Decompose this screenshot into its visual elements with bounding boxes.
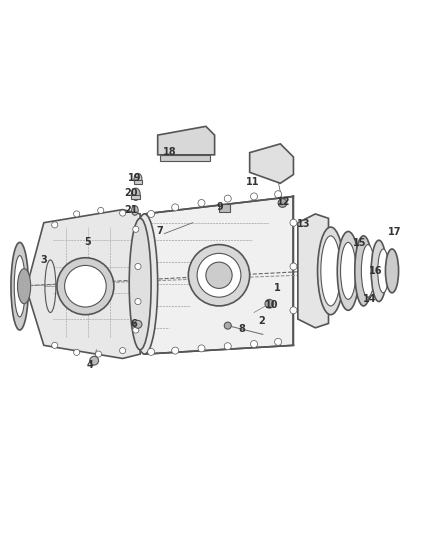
Ellipse shape — [361, 245, 374, 297]
Circle shape — [133, 327, 139, 333]
Bar — [131, 195, 140, 199]
Circle shape — [198, 345, 205, 352]
Circle shape — [290, 219, 297, 226]
PathPatch shape — [158, 126, 215, 155]
Ellipse shape — [57, 258, 114, 314]
Ellipse shape — [131, 214, 158, 354]
Text: 17: 17 — [388, 228, 401, 237]
Text: 13: 13 — [297, 219, 310, 229]
PathPatch shape — [145, 197, 293, 354]
Ellipse shape — [337, 231, 359, 310]
Circle shape — [224, 195, 231, 202]
PathPatch shape — [26, 209, 140, 359]
Circle shape — [133, 226, 139, 232]
Circle shape — [120, 210, 126, 216]
Ellipse shape — [134, 173, 142, 184]
Text: 3: 3 — [40, 255, 47, 265]
Ellipse shape — [131, 188, 140, 200]
Ellipse shape — [14, 255, 25, 317]
Ellipse shape — [321, 236, 341, 306]
Circle shape — [135, 298, 141, 304]
Text: 2: 2 — [258, 316, 265, 326]
Circle shape — [90, 356, 99, 365]
Circle shape — [74, 211, 80, 217]
Text: 9: 9 — [217, 203, 224, 212]
Text: 18: 18 — [163, 147, 177, 157]
PathPatch shape — [298, 214, 328, 328]
Circle shape — [52, 222, 58, 228]
Ellipse shape — [188, 245, 250, 306]
Circle shape — [120, 348, 126, 354]
Text: 4: 4 — [86, 360, 93, 370]
Ellipse shape — [355, 236, 372, 306]
Text: 16: 16 — [369, 266, 382, 276]
Text: 19: 19 — [128, 173, 141, 183]
Ellipse shape — [131, 206, 138, 215]
Circle shape — [275, 191, 282, 198]
Text: 12: 12 — [277, 197, 290, 207]
Circle shape — [198, 199, 205, 206]
Text: 11: 11 — [246, 177, 259, 187]
Text: 7: 7 — [156, 225, 163, 236]
Ellipse shape — [378, 249, 389, 293]
Circle shape — [148, 349, 155, 356]
Ellipse shape — [371, 240, 387, 302]
Circle shape — [251, 341, 258, 348]
Text: 8: 8 — [238, 324, 245, 334]
Circle shape — [172, 204, 179, 211]
Circle shape — [275, 338, 282, 345]
Bar — [160, 155, 210, 161]
PathPatch shape — [250, 144, 293, 183]
Text: 15: 15 — [353, 238, 367, 248]
Text: 6: 6 — [130, 319, 137, 329]
Circle shape — [290, 307, 297, 314]
Circle shape — [74, 349, 80, 356]
Ellipse shape — [197, 253, 241, 297]
Ellipse shape — [206, 262, 232, 288]
Text: 14: 14 — [363, 294, 376, 304]
Ellipse shape — [341, 243, 356, 300]
Circle shape — [98, 207, 104, 214]
Circle shape — [52, 342, 58, 349]
Ellipse shape — [64, 265, 106, 307]
Circle shape — [251, 193, 258, 200]
Ellipse shape — [11, 243, 28, 330]
Circle shape — [95, 351, 102, 357]
Ellipse shape — [318, 227, 344, 314]
Ellipse shape — [129, 219, 151, 350]
Circle shape — [224, 343, 231, 350]
Text: 20: 20 — [125, 188, 138, 198]
Text: 1: 1 — [273, 284, 280, 293]
Circle shape — [290, 263, 297, 270]
Circle shape — [134, 320, 142, 328]
Text: 5: 5 — [84, 237, 91, 247]
Text: 21: 21 — [124, 205, 137, 215]
Circle shape — [224, 322, 231, 329]
Bar — [219, 204, 230, 212]
Circle shape — [278, 199, 287, 207]
Circle shape — [172, 347, 179, 354]
Bar — [134, 180, 142, 184]
Circle shape — [148, 211, 155, 217]
Text: 10: 10 — [265, 300, 279, 310]
Ellipse shape — [385, 249, 399, 293]
Circle shape — [265, 300, 274, 308]
Ellipse shape — [18, 269, 31, 304]
Circle shape — [135, 263, 141, 270]
